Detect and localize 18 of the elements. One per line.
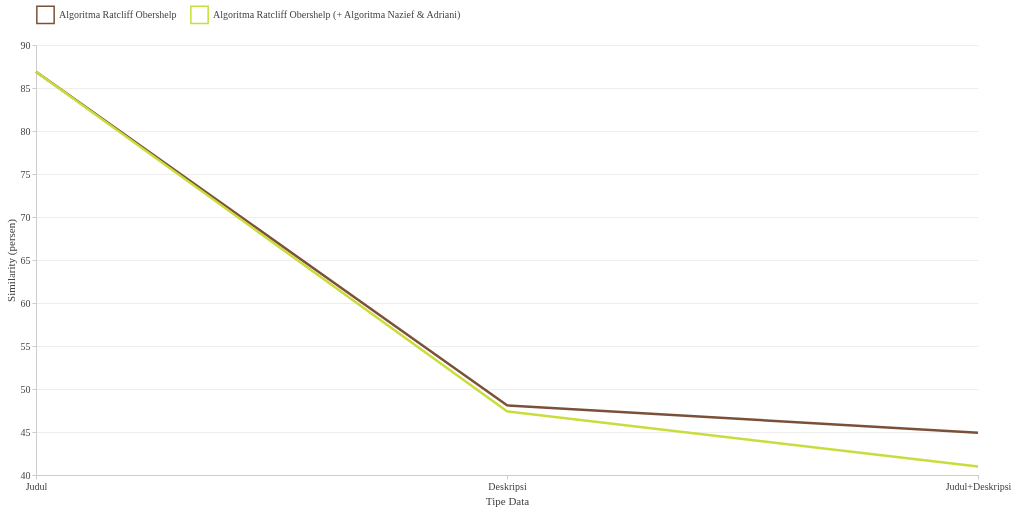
legend-label: Algoritma Ratcliff Obershelp — [59, 8, 177, 20]
y-tick-label: 65 — [20, 254, 31, 266]
y-tick-label: 85 — [20, 82, 31, 94]
y-tick-label: 50 — [20, 383, 31, 395]
x-tick-label: Deskripsi — [488, 480, 527, 492]
y-tick-label: 70 — [20, 211, 31, 223]
y-tick-label: 80 — [20, 125, 31, 137]
x-axis-title: Tipe Data — [485, 494, 530, 507]
y-tick-label: 40 — [20, 469, 31, 481]
y-axis-title: Similarity (persen) — [4, 218, 18, 302]
y-tick-label: 60 — [20, 297, 31, 309]
y-tick-label: 55 — [20, 340, 31, 352]
y-tick-label: 75 — [20, 168, 31, 180]
legend-label: Algoritma Ratcliff Obershelp (+ Algoritma Nazief & Adriani) — [213, 8, 461, 21]
x-tick-label: Judul+Deskripsi — [945, 480, 1012, 492]
y-tick-label: 45 — [20, 426, 31, 438]
y-tick-label: 90 — [20, 39, 31, 51]
x-tick-label: Judul — [25, 480, 48, 492]
